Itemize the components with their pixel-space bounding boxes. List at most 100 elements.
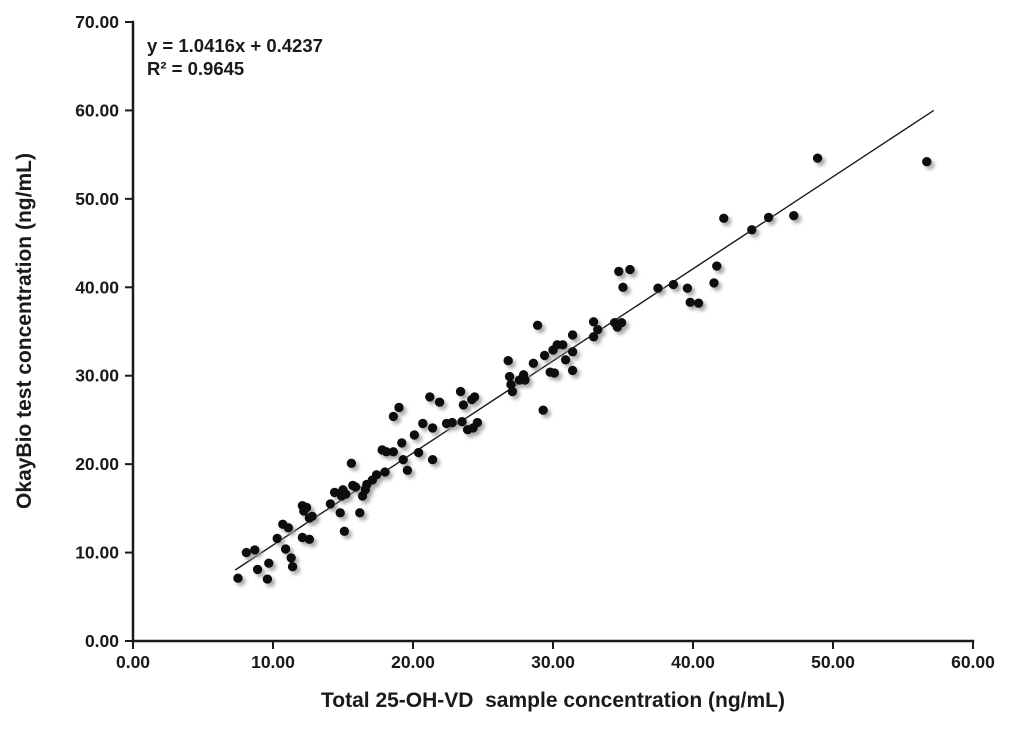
data-point — [355, 508, 365, 518]
x-tick-label: 60.00 — [951, 652, 995, 672]
data-point — [567, 347, 578, 357]
data-point — [286, 553, 296, 563]
data-point — [618, 282, 628, 292]
data-point — [304, 534, 315, 544]
trendline — [234, 109, 935, 571]
data-points — [233, 153, 932, 584]
y-tick-label: 60.00 — [75, 100, 119, 120]
data-point — [789, 211, 799, 221]
data-point — [504, 371, 515, 382]
data-point — [616, 318, 627, 328]
data-point — [693, 298, 704, 308]
data-point — [588, 317, 599, 327]
data-point — [272, 533, 282, 544]
x-tick-label: 10.00 — [251, 652, 295, 672]
data-point — [250, 545, 260, 555]
data-point — [558, 340, 568, 350]
data-point — [538, 405, 548, 415]
data-point — [593, 325, 603, 335]
data-point — [241, 547, 252, 558]
data-point — [339, 526, 350, 536]
data-point — [528, 358, 539, 368]
data-point — [283, 523, 294, 533]
data-point — [252, 564, 263, 575]
data-point — [409, 430, 420, 440]
data-point — [719, 213, 729, 223]
data-point — [346, 458, 357, 468]
data-point — [325, 499, 336, 509]
x-tick-label: 40.00 — [671, 652, 715, 672]
y-tick-label: 50.00 — [75, 189, 119, 209]
data-point — [398, 455, 408, 465]
x-tick-label: 30.00 — [531, 652, 575, 672]
data-point — [812, 153, 823, 163]
data-point — [388, 447, 399, 457]
data-point — [922, 157, 932, 167]
data-point — [506, 379, 516, 390]
data-point — [425, 392, 435, 402]
data-point — [371, 470, 382, 480]
data-point — [682, 283, 693, 293]
data-point — [668, 279, 679, 290]
y-tick-label: 70.00 — [75, 12, 119, 32]
data-point — [532, 320, 543, 330]
data-point — [307, 511, 317, 521]
data-point — [287, 562, 298, 572]
x-tick-label: 50.00 — [811, 652, 855, 672]
y-tick-label: 40.00 — [75, 277, 119, 297]
y-tick-label: 30.00 — [75, 366, 119, 386]
data-point — [329, 487, 340, 498]
data-point — [685, 297, 695, 307]
data-point — [413, 447, 424, 458]
data-point — [712, 261, 722, 271]
y-axis-title: OkayBio test concentration (ng/mL) — [13, 153, 36, 509]
y-tick-label: 10.00 — [75, 543, 119, 563]
x-tick-label: 0.00 — [116, 652, 150, 672]
data-point — [520, 375, 530, 385]
data-point — [567, 330, 578, 340]
data-point — [388, 411, 399, 422]
data-point — [418, 418, 428, 429]
data-point — [507, 386, 518, 397]
data-point — [280, 544, 291, 554]
data-point — [434, 397, 445, 407]
data-point — [653, 283, 663, 293]
data-point — [262, 574, 273, 584]
data-point — [301, 502, 312, 513]
data-point — [763, 212, 774, 223]
r-squared-text: R² = 0.9645 — [147, 58, 244, 79]
data-point — [427, 423, 438, 433]
data-point — [472, 417, 483, 428]
data-point — [455, 386, 466, 397]
data-point — [747, 225, 757, 235]
regression-line — [234, 109, 935, 571]
data-point — [567, 365, 578, 376]
axes: 0.00 10.00 20.00 30.00 40.00 50.00 60.00 0.00 10… — [75, 12, 995, 672]
data-point — [447, 417, 457, 428]
x-axis-title: Total 25-OH-VD sample concentration (ng/… — [321, 689, 785, 712]
data-point — [503, 356, 513, 366]
y-tick-label: 0.00 — [85, 631, 119, 651]
data-point — [397, 438, 407, 448]
data-point — [264, 558, 274, 568]
data-point — [402, 465, 413, 475]
data-point — [625, 264, 635, 275]
data-point — [457, 417, 467, 427]
data-point — [341, 489, 351, 499]
data-point — [549, 368, 560, 378]
equation-text: y = 1.0416x + 0.4237 — [147, 35, 323, 56]
data-point — [335, 508, 345, 518]
data-point — [233, 573, 243, 583]
data-point — [350, 482, 361, 492]
data-point — [539, 350, 550, 361]
data-point — [427, 455, 438, 465]
data-point — [588, 332, 599, 342]
x-tick-label: 20.00 — [391, 652, 435, 672]
data-point — [458, 400, 469, 410]
data-point — [380, 467, 390, 477]
data-point — [381, 447, 392, 457]
data-point — [394, 402, 404, 413]
data-point — [560, 355, 571, 365]
